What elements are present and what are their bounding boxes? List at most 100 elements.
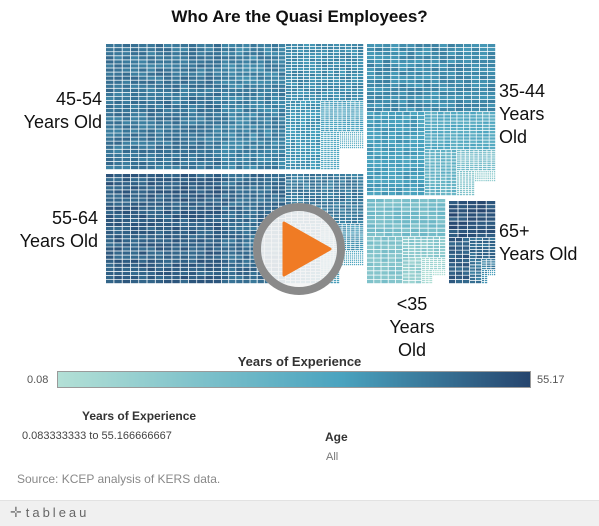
treemap-cell[interactable] [322,98,328,101]
treemap-cell[interactable] [310,180,316,183]
treemap-cell[interactable] [222,113,229,117]
treemap-cell[interactable] [460,175,463,177]
treemap-cell[interactable] [338,105,342,107]
treemap-cell[interactable] [316,177,322,180]
treemap-cell[interactable] [250,239,257,243]
treemap-cell[interactable] [333,166,337,168]
treemap-cell[interactable] [455,44,463,48]
treemap-cell[interactable] [415,249,421,252]
treemap-cell[interactable] [205,72,213,76]
treemap-cell[interactable] [298,177,304,180]
treemap-cell[interactable] [474,152,478,154]
treemap-cell[interactable] [487,60,496,64]
treemap-cell[interactable] [346,214,352,217]
treemap-cell[interactable] [333,158,337,160]
treemap-cell[interactable] [264,109,271,113]
treemap-cell[interactable] [322,202,328,205]
treemap-cell[interactable] [333,129,338,132]
treemap-cell[interactable] [422,282,425,284]
treemap-cell[interactable] [278,202,286,206]
treemap-cell[interactable] [205,48,213,52]
treemap-cell[interactable] [346,105,351,107]
treemap-cell[interactable] [122,247,131,251]
treemap-cell[interactable] [188,247,197,251]
treemap-cell[interactable] [286,113,291,116]
treemap-cell[interactable] [213,125,222,129]
treemap-cell[interactable] [213,117,222,121]
treemap-cell[interactable] [291,140,296,143]
treemap-cell[interactable] [346,59,352,62]
treemap-cell[interactable] [485,274,488,276]
treemap-cell[interactable] [350,144,352,147]
treemap-cell[interactable] [334,189,340,192]
treemap-cell[interactable] [333,125,338,128]
treemap-cell[interactable] [444,118,451,121]
treemap-cell[interactable] [114,279,122,284]
treemap-cell[interactable] [333,115,338,117]
treemap-cell[interactable] [334,214,340,217]
treemap-cell[interactable] [374,237,381,241]
treemap-cell[interactable] [222,186,229,190]
treemap-cell[interactable] [250,137,257,141]
treemap-cell[interactable] [470,164,474,166]
treemap-cell[interactable] [466,173,469,175]
treemap-cell[interactable] [437,203,446,207]
treemap-cell[interactable] [264,68,271,72]
treemap-cell[interactable] [463,193,466,196]
treemap-cell[interactable] [346,56,352,59]
treemap-cell[interactable] [122,153,131,157]
treemap-cell[interactable] [383,92,391,96]
treemap-cell[interactable] [122,80,131,84]
treemap-cell[interactable] [388,241,395,245]
treemap-cell[interactable] [278,182,286,186]
treemap-cell[interactable] [358,92,364,95]
treemap-cell[interactable] [352,98,358,101]
treemap-cell[interactable] [311,158,316,161]
treemap-cell[interactable] [122,206,131,210]
treemap-cell[interactable] [439,56,447,60]
treemap-cell[interactable] [236,96,243,101]
treemap-cell[interactable] [172,190,180,194]
treemap-cell[interactable] [362,142,364,144]
treemap-cell[interactable] [257,165,264,170]
treemap-cell[interactable] [488,274,490,276]
treemap-cell[interactable] [346,230,351,232]
treemap-cell[interactable] [328,59,334,62]
treemap-cell[interactable] [250,271,257,276]
treemap-cell[interactable] [358,214,364,217]
treemap-cell[interactable] [222,263,229,267]
treemap-cell[interactable] [298,174,304,177]
treemap-cell[interactable] [489,115,496,118]
treemap-cell[interactable] [463,137,470,140]
treemap-cell[interactable] [114,161,122,166]
treemap-cell[interactable] [346,146,348,149]
treemap-cell[interactable] [437,127,444,131]
treemap-cell[interactable] [399,76,407,80]
treemap-cell[interactable] [139,141,147,145]
treemap-cell[interactable] [350,132,352,134]
treemap-cell[interactable] [410,224,419,228]
treemap-cell[interactable] [490,274,492,276]
treemap-cell[interactable] [463,60,472,64]
treemap-cell[interactable] [336,140,340,142]
treemap-cell[interactable] [340,56,346,59]
treemap-cell[interactable] [446,159,451,162]
treemap-cell[interactable] [435,153,441,156]
treemap-cell[interactable] [130,92,139,97]
treemap-cell[interactable] [205,255,213,259]
treemap-cell[interactable] [333,105,338,107]
treemap-cell[interactable] [197,222,205,227]
treemap-cell[interactable] [451,150,457,153]
treemap-cell[interactable] [188,206,197,210]
treemap-cell[interactable] [328,77,334,80]
treemap-cell[interactable] [130,218,139,223]
treemap-cell[interactable] [301,128,306,131]
treemap-cell[interactable] [334,211,340,214]
treemap-cell[interactable] [229,251,236,255]
treemap-cell[interactable] [155,182,164,186]
treemap-cell[interactable] [147,145,155,149]
treemap-cell[interactable] [355,242,359,244]
treemap-cell[interactable] [396,160,403,164]
treemap-cell[interactable] [229,84,236,88]
treemap-cell[interactable] [355,240,359,242]
